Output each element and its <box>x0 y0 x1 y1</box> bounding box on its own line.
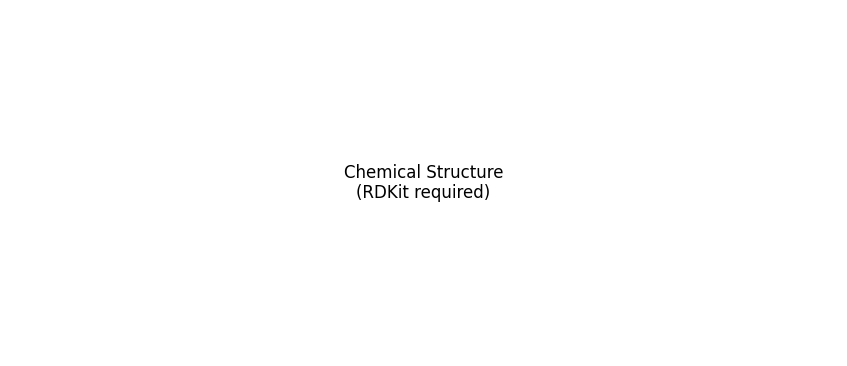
Text: Chemical Structure
(RDKit required): Chemical Structure (RDKit required) <box>344 164 503 202</box>
